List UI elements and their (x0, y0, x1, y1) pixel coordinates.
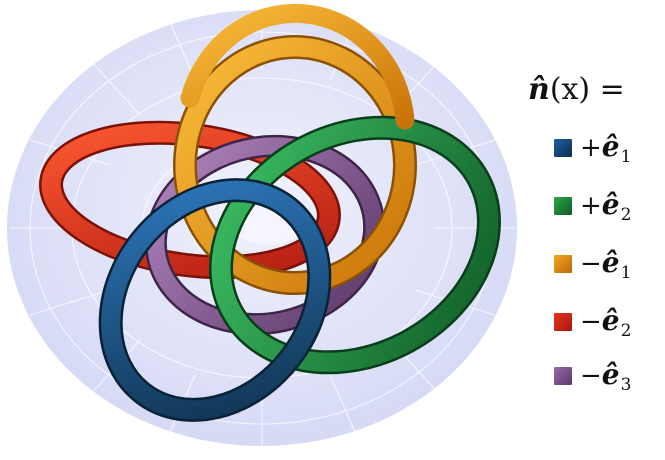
legend-label: +ê2 (580, 188, 631, 225)
torus-grid-lines (10, 10, 515, 446)
legend-vector: ê (601, 245, 620, 279)
legend-swatch (554, 313, 572, 331)
legend-index: 2 (620, 320, 632, 341)
legend-sign: − (580, 360, 602, 391)
legend-sign: + (580, 132, 602, 163)
legend-item: +ê2 (554, 188, 631, 225)
legend-index: 2 (620, 204, 632, 225)
linked-rings (39, 3, 501, 422)
legend-sign: − (580, 306, 602, 337)
legend-vector: ê (601, 303, 620, 337)
legend-label: −ê2 (580, 304, 631, 341)
legend-item: −ê3 (554, 358, 631, 395)
legend-sign: − (580, 248, 602, 279)
legend-title-argument: (x) = (549, 72, 625, 107)
legend-item: −ê2 (554, 304, 631, 341)
legend-label: −ê3 (580, 358, 631, 395)
legend-item: −ê1 (554, 246, 631, 283)
legend-item: +ê1 (554, 130, 631, 167)
legend-swatch (554, 139, 572, 157)
legend-index: 1 (620, 146, 632, 167)
legend-vector: ê (601, 129, 620, 163)
legend-index: 3 (620, 374, 632, 395)
legend-sign: + (580, 190, 602, 221)
legend-vector: ê (601, 187, 620, 221)
legend-vector: ê (601, 357, 620, 391)
legend-title-symbol: n̂ (528, 72, 550, 107)
legend-index: 1 (620, 262, 632, 283)
legend-swatch (554, 367, 572, 385)
legend-swatch (554, 255, 572, 273)
legend-title: n̂(x) = (528, 72, 625, 107)
legend-label: −ê1 (580, 246, 631, 283)
legend-swatch (554, 197, 572, 215)
legend-label: +ê1 (580, 130, 631, 167)
